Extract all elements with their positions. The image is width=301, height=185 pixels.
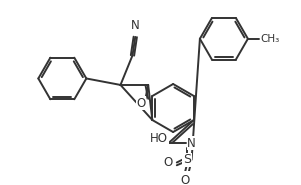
Text: HO: HO xyxy=(150,132,168,145)
Text: S: S xyxy=(183,153,191,166)
Text: N: N xyxy=(187,137,196,150)
Text: N: N xyxy=(131,19,140,32)
Text: O: O xyxy=(163,156,172,169)
Text: O: O xyxy=(181,174,190,185)
Text: CH₃: CH₃ xyxy=(260,34,279,44)
Text: O: O xyxy=(136,97,145,110)
